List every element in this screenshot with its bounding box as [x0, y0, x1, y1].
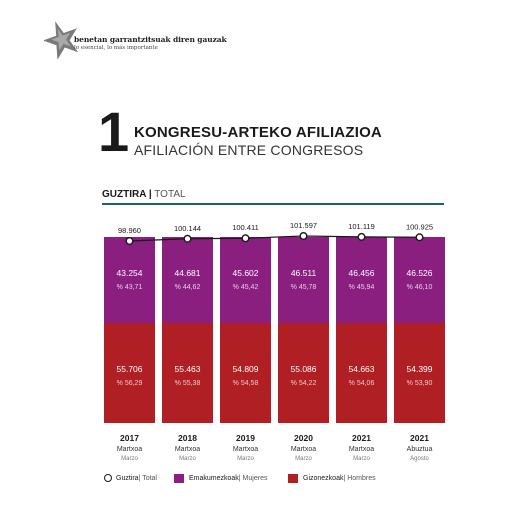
bar-label-mujeres: 43.254 [117, 268, 143, 278]
bar-label-mujeres: 44.681 [175, 268, 201, 278]
bar-label-hombres: 55.706 [117, 364, 143, 374]
total-point [241, 234, 250, 243]
legend-label-es: | Total [138, 474, 157, 482]
legend-label-es: | Mujeres [238, 475, 268, 482]
total-point [357, 232, 366, 241]
x-tick-month-es: Agosto [410, 456, 429, 462]
logo-line-1: benetan garrantzitsuak diren gauzak [74, 35, 227, 44]
bar-label-hombres: 55.463 [175, 364, 201, 374]
x-tick-year: 2021 [410, 433, 429, 443]
section-label: GUZTIRA | TOTAL [102, 189, 186, 200]
total-point [415, 233, 424, 242]
x-tick-year: 2019 [236, 433, 255, 443]
bar-hombres [104, 323, 155, 423]
legend-label: Guztira [116, 474, 139, 482]
total-label: 101.119 [348, 222, 375, 231]
section-divider [102, 203, 444, 205]
total-point [183, 234, 192, 243]
bar-mujeres [104, 237, 155, 323]
legend-label: Gizonezkoak [303, 475, 344, 482]
x-tick-month-es: Marzo [179, 456, 196, 462]
bar-pct-hombres: % 54,22 [291, 380, 317, 387]
bar-mujeres [336, 237, 387, 323]
total-label: 100.925 [406, 222, 433, 231]
bar-label-hombres: 54.809 [233, 364, 259, 374]
x-tick-year: 2018 [178, 433, 197, 443]
bar-pct-hombres: % 54,06 [349, 380, 375, 387]
total-label: 98.960 [118, 226, 141, 235]
bar-label-hombres: 54.663 [349, 364, 375, 374]
bar-label-mujeres: 46.511 [291, 268, 317, 278]
bar-hombres [220, 323, 271, 423]
x-tick-month-eu: Martxoa [291, 446, 316, 453]
logo-line-2: lo esencial, lo más importante [74, 45, 158, 51]
section-number: 1 [98, 100, 130, 163]
bar-label-mujeres: 46.526 [407, 268, 433, 278]
legend-item: Gizonezkoak | Hombres [288, 474, 376, 483]
x-tick-year: 2021 [352, 433, 371, 443]
page-subtitle: AFILIACIÓN ENTRE CONGRESOS [134, 142, 364, 158]
bar-label-mujeres: 46.456 [349, 268, 375, 278]
x-tick-month-eu: Martxoa [117, 446, 142, 453]
legend-label-es: | Hombres [343, 475, 376, 482]
bar-hombres [278, 323, 329, 423]
section-label-bold: GUZTIRA | [102, 189, 152, 200]
x-tick-year: 2020 [294, 433, 313, 443]
bar-pct-mujeres: % 45,94 [349, 284, 375, 291]
bar-pct-hombres: % 53,90 [407, 380, 433, 387]
x-tick-month-eu: Martxoa [175, 446, 200, 453]
legend-item: Guztira | Total [104, 474, 157, 482]
legend-item: Emakumezkoak | Mujeres [174, 474, 267, 483]
bar-hombres [336, 323, 387, 423]
bar-pct-hombres: % 56,29 [117, 380, 143, 387]
total-label: 100.411 [232, 223, 259, 232]
bar-pct-mujeres: % 43,71 [117, 284, 143, 291]
page-title: KONGRESU-ARTEKO AFILIAZIOA [134, 124, 382, 141]
x-tick-month-eu: Abuztua [407, 446, 433, 453]
total-label: 100.144 [174, 224, 201, 233]
logo-star-icon [44, 21, 79, 60]
bar-mujeres [278, 237, 329, 323]
x-tick-month-es: Marzo [237, 456, 254, 462]
bar-mujeres [220, 237, 271, 323]
x-tick-month-es: Marzo [353, 456, 370, 462]
bar-pct-hombres: % 55,38 [175, 380, 201, 387]
legend-circle-icon [104, 474, 112, 482]
total-point [125, 236, 134, 245]
total-point [299, 231, 308, 240]
bar-label-hombres: 54.399 [407, 364, 433, 374]
bar-hombres [394, 323, 445, 423]
total-line [129, 235, 420, 242]
x-tick-year: 2017 [120, 433, 139, 443]
bar-label-mujeres: 45.602 [233, 268, 259, 278]
bar-hombres [162, 323, 213, 423]
total-label: 101.597 [290, 221, 317, 230]
bar-label-hombres: 55.086 [291, 364, 317, 374]
bar-pct-mujeres: % 46,10 [407, 284, 433, 291]
x-tick-month-es: Marzo [295, 456, 312, 462]
legend-swatch [288, 474, 298, 483]
x-tick-month-eu: Martxoa [349, 446, 374, 453]
legend-label: Emakumezkoak [189, 475, 239, 482]
bar-pct-hombres: % 54,58 [233, 380, 259, 387]
x-tick-month-eu: Martxoa [233, 446, 258, 453]
bar-mujeres [394, 237, 445, 323]
bar-mujeres [162, 237, 213, 323]
bar-pct-mujeres: % 45,42 [233, 284, 259, 291]
bar-pct-mujeres: % 45,78 [291, 284, 317, 291]
bar-pct-mujeres: % 44,62 [175, 284, 201, 291]
section-label-normal: TOTAL [151, 189, 186, 200]
legend-swatch [174, 474, 184, 483]
x-tick-month-es: Marzo [121, 456, 138, 462]
